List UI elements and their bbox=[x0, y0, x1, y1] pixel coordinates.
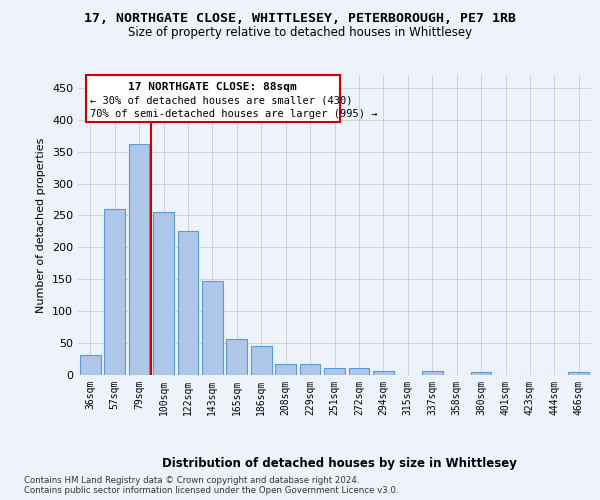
Bar bbox=[178, 232, 199, 375]
Bar bbox=[251, 346, 272, 375]
Bar bbox=[324, 368, 345, 375]
Text: 70% of semi-detached houses are larger (995) →: 70% of semi-detached houses are larger (… bbox=[90, 108, 377, 118]
Text: ← 30% of detached houses are smaller (430): ← 30% of detached houses are smaller (43… bbox=[90, 96, 352, 106]
Text: Size of property relative to detached houses in Whittlesey: Size of property relative to detached ho… bbox=[128, 26, 472, 39]
Y-axis label: Number of detached properties: Number of detached properties bbox=[37, 138, 46, 312]
Bar bbox=[275, 364, 296, 375]
Bar bbox=[153, 212, 174, 375]
Bar bbox=[202, 280, 223, 375]
Text: Contains HM Land Registry data © Crown copyright and database right 2024.: Contains HM Land Registry data © Crown c… bbox=[24, 476, 359, 485]
Text: Contains public sector information licensed under the Open Government Licence v3: Contains public sector information licen… bbox=[24, 486, 398, 495]
Bar bbox=[568, 372, 589, 375]
FancyBboxPatch shape bbox=[86, 75, 340, 122]
Bar bbox=[128, 144, 149, 375]
Bar bbox=[373, 370, 394, 375]
Bar bbox=[104, 209, 125, 375]
Bar bbox=[299, 364, 320, 375]
Text: 17, NORTHGATE CLOSE, WHITTLESEY, PETERBOROUGH, PE7 1RB: 17, NORTHGATE CLOSE, WHITTLESEY, PETERBO… bbox=[84, 12, 516, 26]
Text: Distribution of detached houses by size in Whittlesey: Distribution of detached houses by size … bbox=[161, 458, 517, 470]
Bar bbox=[470, 372, 491, 375]
Text: 17 NORTHGATE CLOSE: 88sqm: 17 NORTHGATE CLOSE: 88sqm bbox=[128, 82, 297, 92]
Bar bbox=[349, 368, 370, 375]
Bar bbox=[422, 371, 443, 375]
Bar bbox=[226, 338, 247, 375]
Bar bbox=[80, 355, 101, 375]
